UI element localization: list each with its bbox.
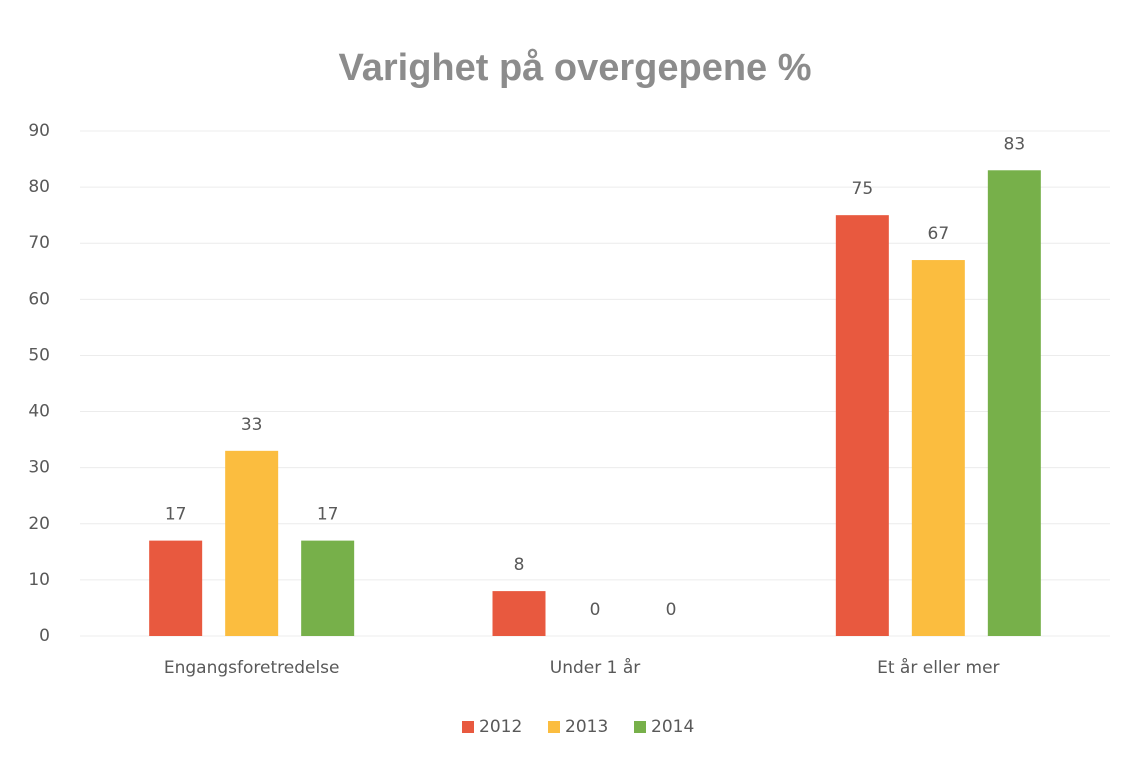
bar [225, 450, 279, 636]
data-label: 17 [317, 505, 339, 525]
legend-swatch [548, 721, 560, 733]
y-tick-label: 30 [28, 458, 50, 478]
x-tick-label: Engangsforetredelse [164, 658, 340, 678]
bar [492, 591, 546, 636]
bar [835, 215, 889, 636]
data-label: 67 [928, 224, 950, 244]
legend-label: 2012 [479, 717, 522, 737]
legend-label: 2013 [565, 717, 608, 737]
bar [911, 260, 965, 636]
bar [987, 170, 1041, 636]
y-tick-label: 90 [28, 121, 50, 141]
y-tick-label: 40 [28, 402, 50, 422]
y-tick-label: 80 [28, 177, 50, 197]
y-tick-label: 20 [28, 514, 50, 534]
y-tick-label: 10 [28, 570, 50, 590]
x-tick-label: Et år eller mer [877, 657, 999, 678]
y-tick-label: 0 [39, 626, 50, 646]
y-tick-label: 50 [28, 345, 50, 365]
bar [301, 540, 355, 636]
legend-label: 2014 [651, 717, 694, 737]
data-label: 0 [590, 600, 601, 620]
legend-swatch [462, 721, 474, 733]
chart-title: Varighet på overgepene % [338, 47, 811, 89]
data-label: 8 [514, 555, 525, 575]
data-label: 33 [241, 415, 263, 435]
data-label: 75 [852, 179, 874, 199]
data-label: 17 [165, 505, 187, 525]
y-tick-label: 70 [28, 233, 50, 253]
data-label: 0 [666, 600, 677, 620]
bar [149, 540, 203, 636]
x-tick-label: Under 1 år [550, 657, 641, 678]
legend-swatch [634, 721, 646, 733]
data-label: 83 [1004, 134, 1026, 154]
y-tick-label: 60 [28, 289, 50, 309]
